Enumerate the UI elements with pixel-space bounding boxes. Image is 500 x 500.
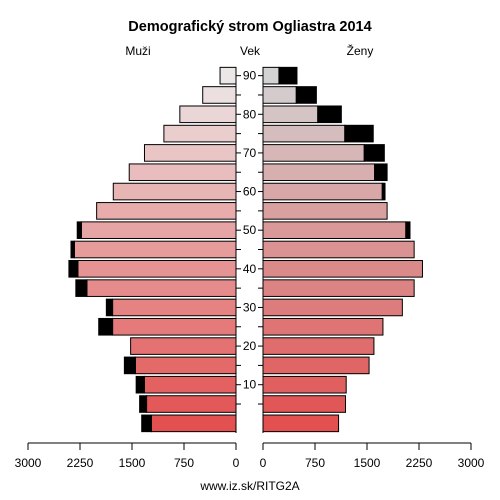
female-excess-bar-90+ — [278, 66, 298, 85]
right-label: Ženy — [347, 43, 374, 58]
female-excess-bar-75-79 — [344, 124, 374, 143]
left-label: Muži — [125, 44, 150, 58]
male-bar-30-34 — [112, 298, 237, 317]
female-bar-30-34 — [262, 298, 403, 317]
male-bar-60-64 — [112, 182, 237, 201]
x-tick-label-left: 750 — [174, 456, 194, 470]
male-bar-25-29 — [112, 317, 237, 336]
x-tick-label-left: 0 — [233, 456, 240, 470]
age-tick-label: 80 — [243, 107, 257, 121]
center-label: Vek — [240, 44, 261, 58]
female-bar-45-49 — [262, 240, 415, 259]
female-bar-20-24 — [262, 337, 375, 355]
x-tick-label-right: 1500 — [354, 456, 381, 470]
male-bar-65-69 — [128, 163, 237, 182]
male-excess-bar-45-49 — [70, 240, 75, 259]
male-excess-bar-30-34 — [105, 298, 114, 317]
male-bar-35-39 — [86, 279, 237, 297]
male-bar-45-49 — [73, 240, 237, 259]
female-excess-bar-80-84 — [317, 105, 342, 124]
female-excess-bar-50-54 — [405, 221, 411, 239]
female-bar-75-79 — [262, 124, 346, 143]
female-bar-0-4 — [262, 414, 340, 433]
male-excess-bar-35-39 — [75, 279, 88, 297]
female-bar-5-9 — [262, 395, 347, 413]
female-bar-10-14 — [262, 375, 347, 394]
male-bar-80-84 — [179, 105, 237, 124]
female-bar-70-74 — [262, 144, 365, 162]
age-tick-label: 90 — [243, 69, 257, 83]
x-tick-label-right: 750 — [305, 456, 325, 470]
male-excess-bar-50-54 — [76, 221, 82, 239]
male-bar-10-14 — [143, 375, 237, 394]
male-bar-5-9 — [146, 395, 237, 413]
footer-source: www.iz.sk/RITG2A — [199, 479, 299, 493]
x-tick-label-right: 3000 — [458, 456, 485, 470]
male-excess-bar-0-4 — [141, 414, 152, 433]
female-bar-85-89 — [262, 86, 297, 104]
female-bar-35-39 — [262, 279, 415, 297]
male-bar-55-59 — [96, 202, 237, 220]
age-tick-label: 60 — [243, 185, 257, 199]
male-excess-bar-25-29 — [98, 317, 114, 336]
male-bar-85-89 — [202, 86, 237, 104]
age-tick-label: 10 — [243, 378, 257, 392]
male-bar-70-74 — [143, 144, 237, 162]
female-excess-bar-65-69 — [374, 163, 388, 182]
male-excess-bar-5-9 — [139, 395, 148, 413]
female-excess-bar-70-74 — [363, 144, 385, 162]
male-bar-0-4 — [150, 414, 237, 433]
female-bar-40-44 — [262, 260, 423, 278]
chart-title: Demografický strom Ogliastra 2014 — [128, 19, 371, 35]
male-excess-bar-15-19 — [123, 356, 136, 375]
male-bar-15-19 — [134, 356, 237, 375]
male-bar-50-54 — [80, 221, 237, 239]
female-excess-bar-85-89 — [295, 86, 317, 104]
female-excess-bar-60-64 — [381, 182, 386, 201]
x-tick-label-right: 2250 — [406, 456, 433, 470]
female-bar-50-54 — [262, 221, 407, 239]
male-bar-20-24 — [130, 337, 237, 355]
x-tick-label-right: 0 — [260, 456, 267, 470]
x-tick-label-left: 1500 — [119, 456, 146, 470]
male-bar-75-79 — [163, 124, 237, 143]
female-bar-55-59 — [262, 202, 388, 220]
age-tick-label: 70 — [243, 146, 257, 160]
x-tick-label-left: 2250 — [67, 456, 94, 470]
male-excess-bar-10-14 — [135, 375, 145, 394]
male-bar-90+ — [219, 66, 237, 85]
female-bar-15-19 — [262, 356, 370, 375]
male-bar-40-44 — [77, 260, 237, 278]
male-excess-bar-40-44 — [68, 260, 79, 278]
bars-group — [68, 66, 423, 433]
axes-group: 10 20 30 40 50 60 70 80 90 3000 2250 1500 750 0 0 750 15… — [15, 69, 485, 470]
female-bar-25-29 — [262, 317, 384, 336]
age-tick-label: 40 — [243, 262, 257, 276]
female-bar-60-64 — [262, 182, 383, 201]
female-bar-90+ — [262, 66, 280, 85]
age-tick-label: 50 — [243, 223, 257, 237]
female-bar-80-84 — [262, 105, 319, 124]
x-tick-label-left: 3000 — [15, 456, 42, 470]
age-tick-label: 30 — [243, 300, 257, 314]
female-bar-65-69 — [262, 163, 376, 182]
age-tick-label: 20 — [243, 339, 257, 353]
